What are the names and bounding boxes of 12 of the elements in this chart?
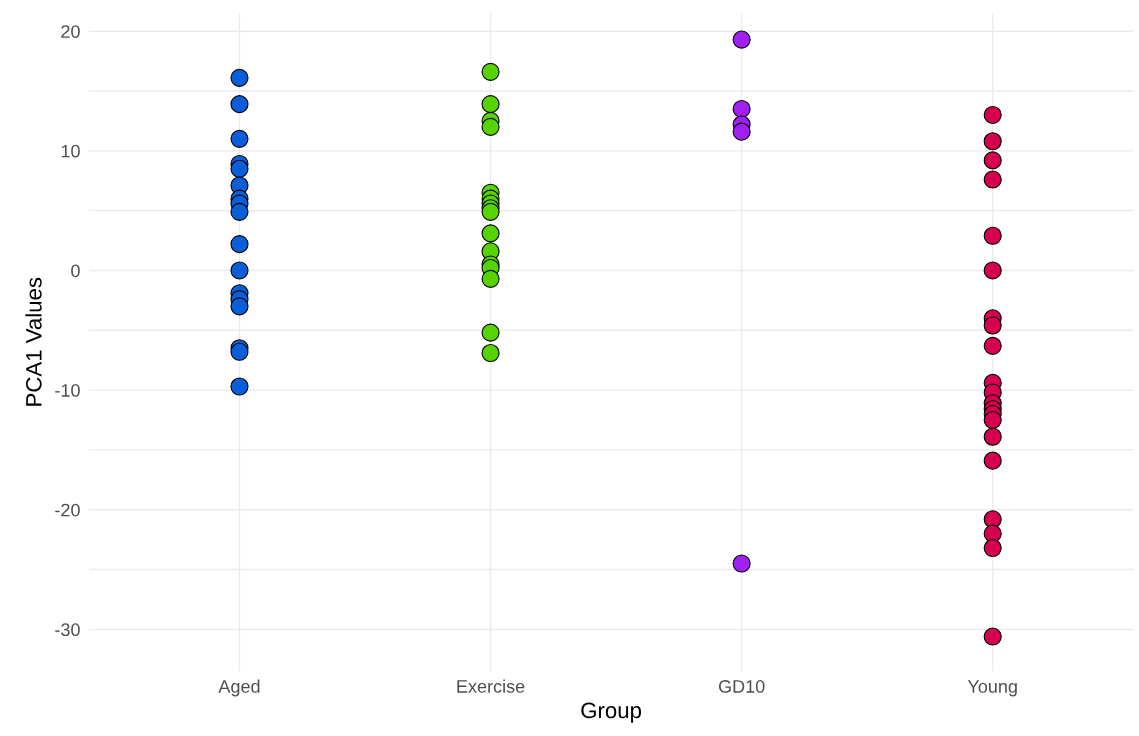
y-tick-label: 0 bbox=[71, 264, 80, 278]
y-axis-title: PCA1 Values bbox=[25, 277, 42, 406]
y-tick-label: 20 bbox=[61, 25, 80, 38]
x-tick-label: Exercise bbox=[457, 679, 525, 693]
y-tick-label: -30 bbox=[55, 623, 80, 637]
x-tick-label: GD10 bbox=[718, 680, 765, 693]
y-tick-label: 10 bbox=[61, 144, 80, 158]
x-axis-title: Group bbox=[581, 702, 642, 723]
x-tick-label: Aged bbox=[218, 679, 260, 697]
y-tick-label: -20 bbox=[55, 503, 80, 517]
y-tick-label: -10 bbox=[55, 384, 80, 397]
x-tick-label: Young bbox=[967, 680, 1017, 697]
